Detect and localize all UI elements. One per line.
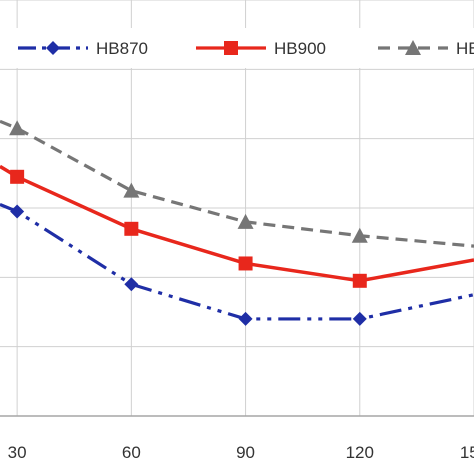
data-point — [352, 311, 367, 326]
x-tick-label: 150 — [460, 443, 474, 462]
series-line — [0, 119, 474, 248]
legend-entry: HB900 — [196, 39, 326, 58]
data-point — [352, 273, 367, 288]
data-point — [10, 204, 25, 219]
data-point — [124, 277, 139, 292]
legend-label: HB870 — [96, 39, 148, 58]
series-hb900 — [0, 164, 474, 288]
x-tick-label: 90 — [236, 443, 255, 462]
data-point — [351, 227, 368, 243]
legend-label: HB900 — [274, 39, 326, 58]
data-point — [238, 256, 253, 271]
x-tick-label: 120 — [346, 443, 374, 462]
data-point — [124, 221, 139, 236]
legend-marker — [405, 40, 421, 55]
series-hb870 — [0, 203, 474, 326]
x-tick-label: 30 — [8, 443, 27, 462]
legend-entry: HB — [378, 39, 474, 58]
legend-label: HB — [456, 39, 474, 58]
legend-entry: HB870 — [18, 39, 148, 58]
legend-marker — [46, 41, 60, 55]
data-point — [238, 311, 253, 326]
series-line — [0, 164, 474, 283]
data-point — [237, 213, 254, 229]
series-layer — [0, 119, 474, 326]
legend-marker — [224, 41, 238, 55]
data-point — [10, 169, 25, 184]
data-point — [123, 182, 140, 198]
series-hb — [0, 119, 474, 248]
x-tick-labels: 30 60 90 120 150 — [8, 443, 474, 462]
legend: HB870 HB900 HB — [0, 28, 474, 68]
x-tick-label: 60 — [122, 443, 141, 462]
data-point — [9, 120, 26, 136]
